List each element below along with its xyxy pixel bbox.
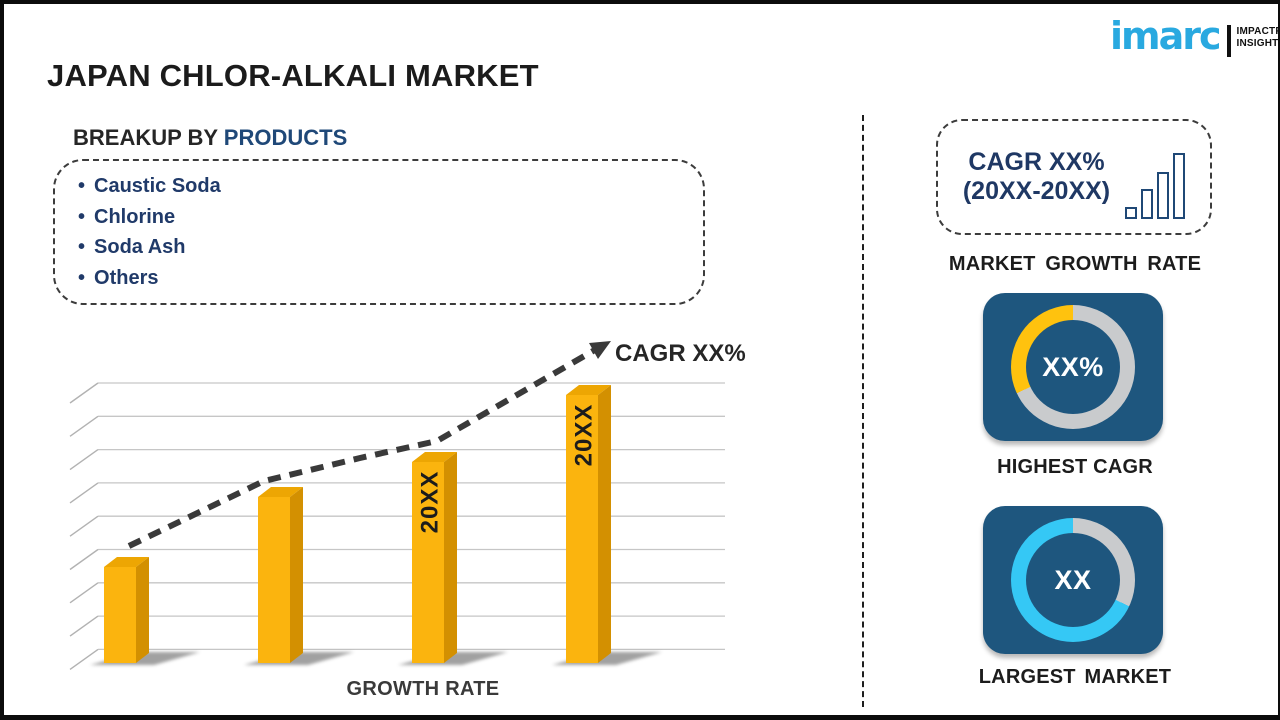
product-label: Others [94, 266, 159, 289]
logo-tagline-line2: INSIGHTS [1236, 37, 1280, 49]
donut-hole: XX% [1026, 320, 1120, 414]
donut-value: XX [1054, 564, 1092, 595]
market-growth-box: CAGR XX% (20XX-20XX) [936, 119, 1212, 235]
bullet-icon: • [78, 266, 86, 289]
bar-chart-icon-bar [1173, 153, 1186, 219]
bullet-icon: • [78, 205, 86, 228]
imarc-logo: imarc IMPACTFUL INSIGHTS [1110, 13, 1280, 59]
breakup-heading: BREAKUP BY PRODUCTS [73, 125, 347, 151]
growth-bar-chart: 20XX 20XX [60, 335, 740, 675]
list-item: • Soda Ash [78, 232, 703, 263]
logo-divider-bar [1226, 25, 1231, 57]
cagr-trend-label: CAGR XX% [615, 340, 746, 367]
bar-chart-icon-bar [1125, 207, 1138, 219]
bar-chart-icon-bar [1157, 172, 1170, 219]
donut-chart-highest-cagr: XX% [1011, 305, 1135, 429]
page-title: JAPAN CHLOR-ALKALI MARKET [47, 58, 539, 93]
breakup-heading-highlight: PRODUCTS [223, 125, 348, 150]
xaxis-label: GROWTH RATE [346, 678, 500, 700]
caption-market-growth-rate: MARKET GROWTH RATE [948, 253, 1202, 275]
donut-hole: XX [1026, 533, 1120, 627]
bar-chart-icon [1125, 153, 1186, 219]
product-label: Soda Ash [94, 236, 186, 258]
cagr-value-line: CAGR XX% [968, 148, 1105, 176]
product-label: Chlorine [94, 205, 176, 228]
cagr-period-line: (20XX-20XX) [962, 177, 1111, 205]
caption-largest-market: LARGEST MARKET [978, 666, 1172, 688]
growth-bar-chart-svg: 20XX 20XX [69, 341, 725, 670]
list-item: • Chlorine [78, 202, 703, 233]
logo-tagline: IMPACTFUL INSIGHTS [1237, 26, 1280, 49]
bullet-icon: • [78, 175, 86, 197]
imarc-brand-text: imarc [1110, 14, 1222, 58]
donut-value: XX% [1042, 351, 1104, 382]
highest-cagr-panel: XX% [983, 293, 1163, 441]
logo-tagline-line1: IMPACTFUL [1236, 26, 1280, 37]
caption-highest-cagr: HIGHEST CAGR [997, 456, 1153, 478]
products-box: • Caustic Soda • Chlorine • Soda Ash • O… [53, 159, 705, 305]
trend-arrow [127, 341, 611, 549]
donut-chart-largest-market: XX [1011, 518, 1135, 642]
list-item: • Caustic Soda [78, 171, 703, 202]
breakup-heading-prefix: BREAKUP BY [73, 125, 218, 150]
bullet-icon: • [78, 236, 86, 258]
bar-label: 20XX [571, 404, 598, 467]
list-item: • Others [78, 263, 703, 294]
bar-chart-icon-bar [1141, 189, 1154, 219]
largest-market-panel: XX [983, 506, 1163, 654]
product-label: Caustic Soda [94, 175, 221, 197]
section-divider [862, 115, 864, 707]
bar-label: 20XX [417, 471, 444, 534]
market-growth-text: CAGR XX% (20XX-20XX) [963, 148, 1110, 206]
